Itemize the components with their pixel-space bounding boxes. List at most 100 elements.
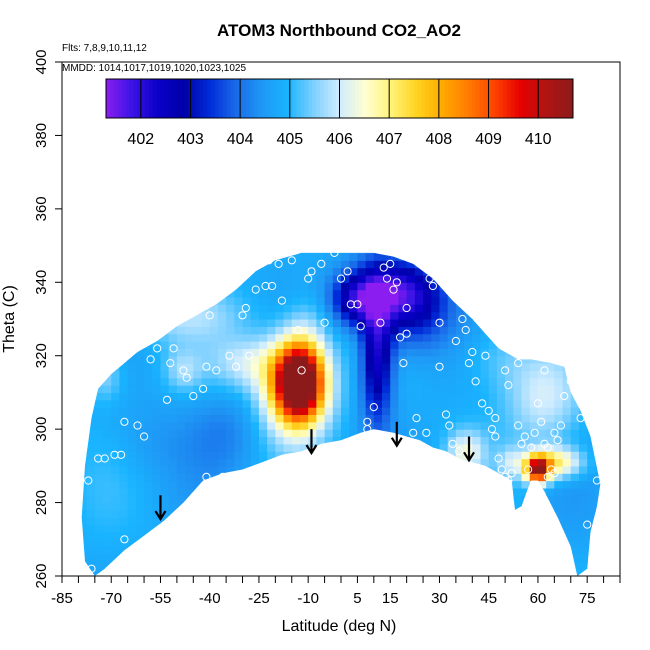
field-cell — [447, 429, 457, 438]
field-cell — [217, 487, 227, 496]
field-cell — [185, 561, 194, 570]
field-cell — [529, 267, 539, 276]
field-cell — [316, 311, 326, 320]
field-cell — [488, 341, 498, 349]
colorbar-swatch — [432, 79, 438, 118]
field-cell — [226, 458, 235, 467]
field-cell — [578, 363, 588, 371]
field-cell — [521, 267, 531, 276]
field-cell — [217, 326, 227, 335]
field-cell — [414, 392, 424, 401]
field-cell — [595, 355, 601, 364]
field-cell — [341, 407, 350, 416]
observation-point — [287, 256, 296, 265]
field-cell — [373, 443, 383, 452]
field-cell — [127, 568, 137, 576]
field-cell — [176, 539, 186, 548]
field-cell — [406, 341, 416, 349]
observation-point — [425, 274, 434, 283]
field-cell — [414, 509, 424, 518]
field-cell — [537, 377, 547, 386]
colorbar-swatch — [483, 79, 488, 118]
field-cell — [488, 392, 498, 401]
field-cell — [144, 436, 153, 445]
field-cell — [554, 429, 564, 438]
field-cell — [283, 370, 293, 379]
field-cell — [160, 473, 170, 482]
field-cell — [258, 348, 268, 357]
field-cell — [86, 341, 96, 349]
field-cell — [168, 319, 178, 327]
field-cell — [193, 363, 203, 371]
field-cell — [226, 451, 235, 460]
field-cell — [324, 304, 334, 313]
field-cell — [341, 524, 350, 533]
field-cell — [160, 252, 170, 261]
field-cell — [382, 502, 391, 511]
field-cell — [513, 451, 523, 460]
field-cell — [119, 451, 129, 460]
field-cell — [455, 517, 465, 526]
field-cell — [488, 465, 498, 474]
field-cell — [521, 260, 531, 269]
field-cell — [480, 267, 490, 276]
field-cell — [135, 311, 145, 320]
field-cell — [127, 465, 137, 474]
colorbar-swatch — [506, 79, 512, 118]
field-cell — [185, 517, 194, 526]
field-cell — [103, 451, 112, 460]
field-cell — [316, 553, 326, 562]
field-cell — [554, 304, 564, 313]
field-cell — [365, 252, 375, 254]
field-cell — [135, 326, 145, 335]
field-cell — [513, 289, 523, 298]
colorbar-swatch — [160, 79, 165, 118]
field-cell — [135, 531, 145, 540]
field-cell — [176, 377, 186, 386]
field-cell — [472, 509, 482, 518]
field-cell — [496, 429, 506, 438]
field-cell — [209, 465, 219, 474]
field-cell — [81, 296, 88, 305]
field-cell — [250, 561, 260, 570]
field-cell — [127, 252, 137, 254]
field-cell — [111, 436, 121, 445]
field-cell — [209, 407, 219, 416]
field-cell — [513, 429, 523, 438]
field-cell — [529, 429, 539, 438]
field-cell — [398, 392, 408, 401]
field-cell — [185, 370, 194, 379]
field-cell — [431, 341, 441, 349]
field-cell — [94, 319, 104, 327]
field-cell — [176, 319, 186, 327]
field-cell — [201, 509, 211, 518]
field-cell — [127, 517, 137, 526]
field-cell — [275, 517, 285, 526]
field-cell — [135, 553, 145, 562]
field-cell — [275, 487, 285, 496]
field-cell — [111, 355, 121, 364]
field-cell — [127, 553, 137, 562]
field-cell — [217, 443, 227, 452]
field-cell — [234, 296, 244, 305]
field-cell — [382, 568, 391, 576]
field-cell — [185, 451, 194, 460]
field-cell — [242, 531, 252, 540]
field-cell — [111, 480, 121, 489]
field-cell — [472, 385, 482, 394]
field-cell — [242, 311, 252, 320]
field-cell — [382, 341, 391, 349]
field-cell — [587, 443, 596, 452]
field-cell — [480, 341, 490, 349]
field-cell — [431, 524, 441, 533]
field-cell — [332, 377, 342, 386]
field-cell — [127, 252, 137, 261]
field-cell — [324, 524, 334, 533]
field-cell — [209, 274, 219, 283]
field-cell — [291, 348, 301, 357]
field-cell — [299, 348, 309, 357]
field-cell — [349, 252, 359, 261]
field-cell — [439, 319, 449, 327]
observation-point — [133, 421, 142, 430]
field-cell — [94, 539, 104, 548]
